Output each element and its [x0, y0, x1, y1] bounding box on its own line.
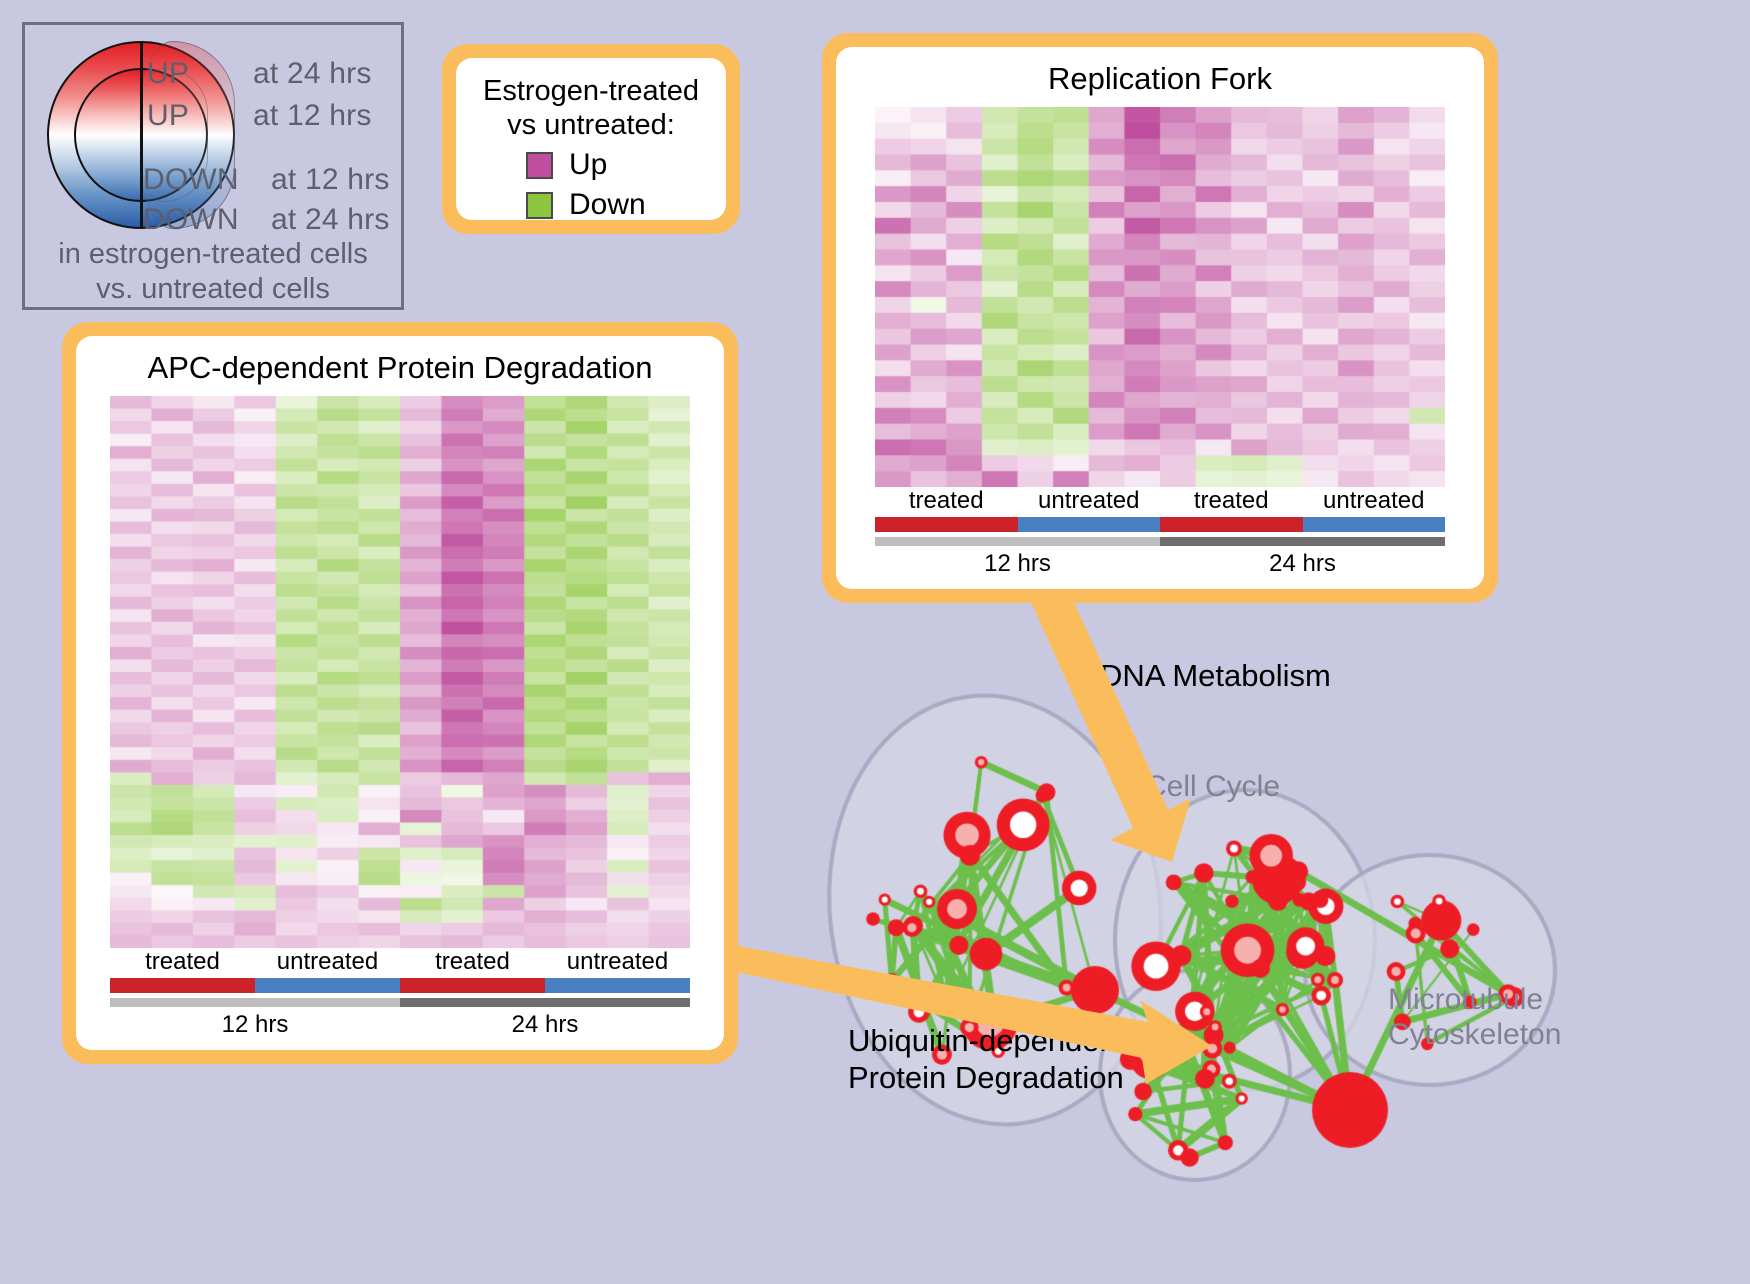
replication-fork-group-labels: treated untreated treated untreated: [875, 487, 1445, 515]
replication-fork-time-labels: 12 hrs 24 hrs: [875, 550, 1445, 578]
replication-fork-condition-bar: [875, 517, 1445, 532]
legend-down-12-time: at 12 hrs: [271, 163, 390, 196]
time-label: 24 hrs: [511, 1011, 579, 1038]
down-label: Down: [569, 188, 646, 220]
condition-color-block: [1017, 517, 1160, 532]
apc-panel: APC-dependent Protein Degradation treate…: [62, 322, 738, 1064]
group-label: treated: [908, 487, 984, 514]
cluster-label-ubiquitin-line1: Ubiquitin-dependent: [848, 1023, 1126, 1058]
ring-legend-caption-line1: in estrogen-treated cells: [58, 238, 368, 270]
group-label: untreated: [276, 948, 379, 975]
legend-down-24-time: at 24 hrs: [271, 203, 390, 236]
condition-color-block: [110, 978, 255, 993]
time-color-block: [110, 998, 400, 1007]
ring-legend-box: UP at 24 hrs UP at 12 hrs DOWN at 12 hrs…: [22, 22, 404, 310]
ring-legend-caption-line2: vs. untreated cells: [96, 273, 330, 306]
time-label: 12 hrs: [221, 1011, 289, 1038]
legend-up-24-direction: UP: [147, 57, 190, 90]
time-label: 24 hrs: [1269, 550, 1336, 577]
up-color-swatch: [526, 151, 553, 179]
group-label: untreated: [566, 948, 669, 975]
apc-condition-bar: [110, 978, 690, 993]
time-color-block: [875, 537, 1160, 546]
replication-fork-panel: Replication Fork treated untreated treated…: [822, 33, 1498, 603]
up-label: Up: [569, 148, 608, 182]
condition-color-block: [255, 978, 400, 993]
apc-title: APC-dependent Protein Degradation: [147, 350, 653, 385]
updown-legend-title-line1: Estrogen-treated: [482, 75, 699, 107]
updown-legend-title-line2: vs untreated:: [507, 109, 675, 142]
cluster-label-microtubule-line1: Microtubule: [1388, 983, 1544, 1016]
cluster-label-dna-metabolism: DNA Metabolism: [1100, 658, 1331, 693]
replication-fork-time-bar: [875, 537, 1445, 546]
time-label: 12 hrs: [984, 550, 1051, 577]
legend-up-12-direction: UP: [147, 99, 190, 132]
condition-color-block: [1302, 517, 1445, 532]
updown-legend-title: Estrogen-treated vs untreated:: [470, 74, 712, 142]
condition-color-block: [875, 517, 1018, 532]
apc-time-bar: [110, 998, 690, 1007]
cluster-label-ubiquitin-line2: Protein Degradation: [848, 1060, 1124, 1096]
apc-heatmap: [110, 396, 690, 948]
condition-color-block: [545, 978, 690, 993]
condition-color-block: [1160, 517, 1303, 532]
ring-legend-graphic: [47, 41, 235, 231]
updown-legend-row-up: Up: [526, 148, 712, 182]
condition-color-block: [400, 978, 545, 993]
legend-up-12-time: at 12 hrs: [253, 99, 372, 132]
replication-fork-title: Replication Fork: [1048, 61, 1272, 96]
group-label: treated: [1193, 487, 1269, 514]
group-label: treated: [435, 948, 510, 975]
legend-down-24-direction: DOWN: [143, 203, 239, 236]
cluster-label-cell-cycle: Cell Cycle: [1145, 770, 1281, 803]
group-label: untreated: [1323, 487, 1425, 514]
ring-legend-caption: in estrogen-treated cells vs. untreated …: [25, 237, 401, 308]
cluster-label-microtubule-cytoskeleton: Microtubule Cytoskeleton: [1388, 982, 1561, 1053]
ring-vertical-divider: [140, 41, 143, 229]
updown-legend-card: Estrogen-treated vs untreated: Up Down: [442, 44, 740, 234]
network-canvas: [790, 620, 1750, 1279]
group-label: untreated: [1038, 487, 1140, 514]
replication-fork-heatmap: [875, 107, 1445, 487]
legend-up-24-time: at 24 hrs: [253, 57, 372, 90]
pathway-network-graph: DNA Metabolism Cell Cycle Microtubule Cy…: [790, 620, 1750, 1279]
time-color-block: [1160, 537, 1445, 546]
cluster-label-ubiquitin-degradation: Ubiquitin-dependent Protein Degradation: [848, 1022, 1126, 1096]
apc-group-labels: treated untreated treated untreated: [110, 948, 690, 976]
legend-down-12-direction: DOWN: [143, 163, 239, 196]
down-color-swatch: [526, 191, 553, 219]
cluster-label-microtubule-line2: Cytoskeleton: [1388, 1018, 1562, 1052]
apc-time-labels: 12 hrs 24 hrs: [110, 1011, 690, 1039]
group-label: treated: [145, 948, 220, 975]
updown-legend-row-down: Down: [526, 188, 712, 220]
time-color-block: [400, 998, 690, 1007]
